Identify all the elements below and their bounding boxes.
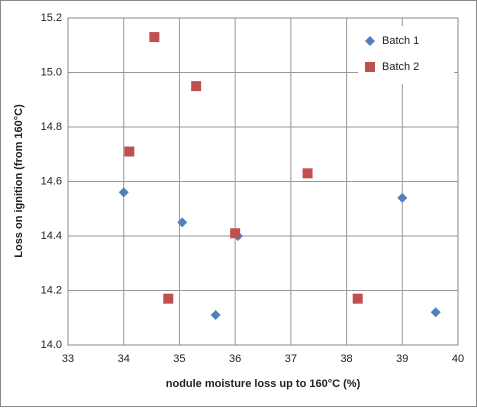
x-tick-label: 38 [340, 353, 352, 365]
point [149, 32, 160, 43]
point [397, 192, 408, 203]
y-tick-label: 14.0 [41, 339, 62, 351]
legend-label: Batch 1 [382, 35, 419, 47]
x-tick-label: 39 [396, 353, 408, 365]
point [177, 217, 188, 228]
x-tick-label: 34 [118, 353, 130, 365]
y-tick-label: 14.6 [41, 175, 62, 187]
x-tick-label: 37 [285, 353, 297, 365]
point [124, 146, 135, 157]
y-tick-label: 15.0 [41, 66, 62, 78]
point [430, 307, 441, 318]
point [302, 168, 313, 179]
legend-label: Batch 2 [382, 61, 419, 73]
point [352, 293, 363, 304]
point [230, 228, 241, 239]
y-tick-label: 14.8 [41, 121, 62, 133]
x-tick-label: 35 [173, 353, 185, 365]
legend-marker [365, 36, 375, 46]
point [163, 293, 174, 304]
x-tick-label: 33 [62, 353, 74, 365]
point [210, 310, 221, 321]
y-tick-label: 14.2 [41, 284, 62, 296]
plot-border [67, 17, 459, 346]
point [118, 187, 129, 198]
y-tick-label: 15.2 [41, 12, 62, 24]
y-tick-label: 14.4 [41, 230, 62, 242]
point [191, 81, 202, 92]
y-axis-label: Loss on ignition (from 160°C) [13, 104, 25, 258]
x-tick-label: 36 [229, 353, 241, 365]
legend-marker [365, 62, 375, 72]
x-axis-label: nodule moisture loss up to 160°C (%) [166, 378, 361, 390]
legend-box [358, 26, 454, 84]
x-tick-label: 40 [452, 353, 464, 365]
